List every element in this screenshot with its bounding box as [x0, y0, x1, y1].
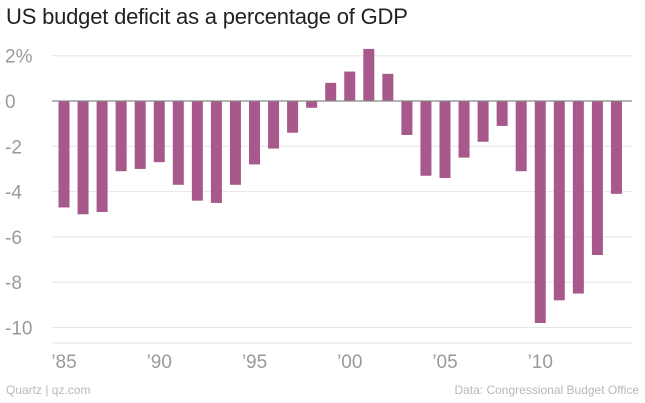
- gridlines: [52, 55, 632, 344]
- bar-2002: [382, 73, 394, 101]
- bar-1986: [77, 101, 89, 215]
- bars: [58, 48, 622, 323]
- y-tick-label: -8: [5, 273, 22, 294]
- bar-2003: [401, 101, 413, 135]
- bar-2007: [477, 101, 489, 142]
- y-tick-label: -2: [5, 137, 22, 158]
- bar-1988: [115, 101, 127, 172]
- bar-2001: [363, 48, 375, 101]
- x-tick-label: ’10: [528, 352, 553, 373]
- bar-1990: [153, 101, 165, 163]
- x-tick-label: ’95: [242, 352, 267, 373]
- bar-2000: [344, 71, 356, 101]
- bar-2006: [458, 101, 470, 158]
- bar-1992: [191, 101, 203, 201]
- bar-2005: [439, 101, 451, 179]
- x-tick-label: ’00: [337, 352, 362, 373]
- bar-1999: [325, 82, 337, 101]
- bar-1994: [229, 101, 241, 185]
- bar-1987: [96, 101, 108, 212]
- bar-2009: [515, 101, 527, 172]
- x-axis-ticks: ’85 ’90 ’95 ’00 ’05 ’10: [51, 352, 553, 373]
- footer-credit: Quartz | qz.com: [6, 383, 91, 397]
- bar-1985: [58, 101, 70, 208]
- bar-2012: [572, 101, 584, 294]
- bar-1995: [249, 101, 260, 165]
- x-tick-label: ’85: [51, 352, 76, 373]
- footer-source: Data: Congressional Budget Office: [454, 383, 639, 397]
- bar-1997: [287, 101, 299, 133]
- bar-1989: [134, 101, 146, 169]
- x-tick-label: ’90: [147, 352, 172, 373]
- x-tick-label: ’05: [432, 352, 457, 373]
- bar-2004: [420, 101, 432, 176]
- chart-title: US budget deficit as a percentage of GDP: [6, 4, 408, 29]
- bar-1996: [268, 101, 280, 149]
- y-tick-label: -4: [5, 183, 22, 204]
- bar-2014: [610, 101, 622, 194]
- bar-2010: [534, 101, 546, 323]
- y-axis-ticks: 2% 0 -2 -4 -6 -8 -10: [5, 47, 33, 340]
- y-tick-label: -10: [5, 319, 32, 340]
- bar-2011: [553, 101, 565, 301]
- bar-2008: [496, 101, 508, 126]
- y-tick-label: 2%: [5, 47, 33, 68]
- bar-1993: [210, 101, 222, 203]
- y-tick-label: 0: [5, 92, 16, 113]
- bar-2013: [591, 101, 603, 256]
- bar-1991: [172, 101, 184, 185]
- y-tick-label: -6: [5, 228, 22, 249]
- bar-1998: [306, 101, 318, 108]
